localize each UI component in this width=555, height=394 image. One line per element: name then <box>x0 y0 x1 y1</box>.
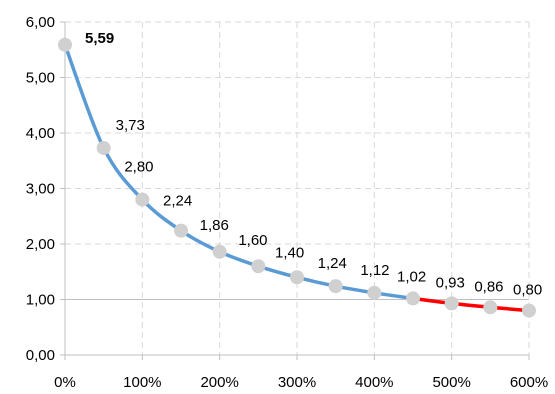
y-tick-label: 6,00 <box>26 14 55 31</box>
data-point <box>522 303 536 318</box>
data-label: 5,59 <box>85 30 114 47</box>
data-label: 1,60 <box>238 232 267 249</box>
data-label: 0,93 <box>436 274 465 291</box>
x-tick-label: 300% <box>278 374 316 391</box>
y-tick-label: 3,00 <box>26 181 55 198</box>
data-point <box>367 285 382 300</box>
x-tick-label: 200% <box>200 374 238 391</box>
data-point <box>251 259 266 274</box>
data-point <box>483 300 498 315</box>
data-point <box>58 37 72 52</box>
data-label: 3,73 <box>116 117 145 134</box>
grid <box>65 21 530 355</box>
data-points <box>58 37 536 318</box>
data-label: 2,80 <box>124 159 153 176</box>
data-label: 2,24 <box>163 193 192 210</box>
data-label: 1,02 <box>397 268 426 285</box>
data-label: 0,86 <box>474 278 503 295</box>
data-label: 0,80 <box>513 282 542 299</box>
data-label: 1,12 <box>360 262 389 279</box>
x-tick-label: 400% <box>355 374 393 391</box>
y-tick-label: 4,00 <box>26 125 55 142</box>
x-tick-label: 600% <box>510 374 548 391</box>
y-tick-label: 1,00 <box>26 292 55 309</box>
data-point <box>135 192 150 207</box>
data-label: 1,24 <box>318 255 347 272</box>
data-labels: 5,59 3,73 2,80 2,24 1,86 1,60 1,40 1,24 1,12 1,02… <box>85 30 542 299</box>
x-tick-label: 100% <box>123 374 161 391</box>
y-tick-label: 0,00 <box>26 347 55 364</box>
data-point <box>444 296 459 311</box>
y-tick-label: 2,00 <box>26 236 55 253</box>
data-label: 1,40 <box>275 244 304 261</box>
data-point <box>406 291 420 306</box>
data-label: 1,86 <box>200 217 229 234</box>
y-tick-label: 5,00 <box>26 70 55 87</box>
axes <box>60 21 530 360</box>
series-line <box>63 43 531 313</box>
series-line-tail <box>411 296 531 313</box>
data-point <box>290 270 304 285</box>
x-tick-label: 500% <box>432 374 470 391</box>
tick-labels: 0,00 1,00 2,00 3,00 4,00 5,00 6,00 0% 100% 200% 30… <box>26 14 548 391</box>
series-line-main <box>63 43 415 301</box>
data-point <box>174 223 188 238</box>
data-point <box>96 140 111 155</box>
data-point <box>212 244 227 259</box>
x-tick-label: 0% <box>54 374 76 391</box>
data-point <box>328 279 343 294</box>
